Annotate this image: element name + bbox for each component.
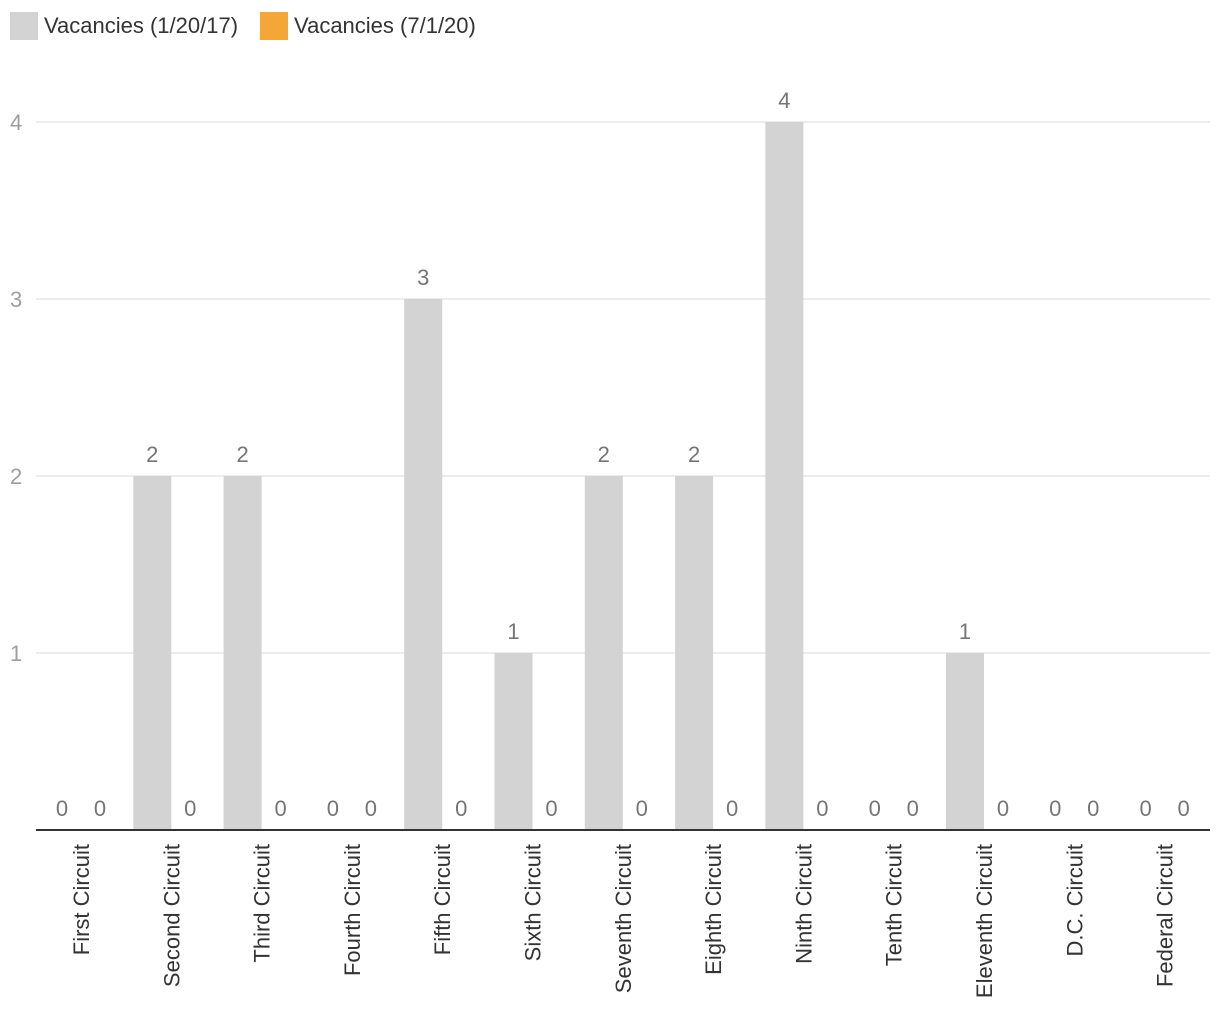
x-tick-label: Federal Circuit [1153,844,1178,987]
data-label: 2 [688,442,700,467]
x-tick-label: Eleventh Circuit [972,844,997,998]
data-label: 1 [959,619,971,644]
data-label: 0 [56,796,68,821]
data-label: 0 [545,796,557,821]
y-tick-label: 2 [10,464,22,489]
chart-legend: Vacancies (1/20/17) Vacancies (7/1/20) [10,12,498,40]
legend-label-series2: Vacancies (7/1/20) [294,13,476,38]
data-label: 0 [816,796,828,821]
legend-swatch-series2 [260,12,289,40]
data-label: 3 [417,265,429,290]
data-label: 0 [1049,796,1061,821]
data-label: 4 [778,88,790,113]
x-tick-label: Fourth Circuit [340,844,365,976]
data-label: 0 [997,796,1009,821]
x-tick-label: Second Circuit [159,844,184,987]
data-label: 0 [726,796,738,821]
bar-series1 [404,299,443,830]
y-tick-label: 4 [10,110,22,135]
data-label: 0 [365,796,377,821]
x-tick-label: First Circuit [69,844,94,955]
x-tick-label: Ninth Circuit [791,844,816,964]
legend-item-series1[interactable]: Vacancies (1/20/17) [10,12,238,40]
data-label: 0 [327,796,339,821]
data-label: 0 [274,796,286,821]
y-tick-label: 1 [10,641,22,666]
data-label: 0 [455,796,467,821]
x-tick-label: Tenth Circuit [882,844,907,966]
bar-series1 [584,476,623,830]
bar-series1 [223,476,262,830]
bar-series1 [765,122,804,830]
legend-label-series1: Vacancies (1/20/17) [44,13,239,38]
bar-series1 [133,476,172,830]
data-label: 0 [184,796,196,821]
data-label: 0 [1139,796,1151,821]
x-tick-label: Seventh Circuit [611,844,636,993]
x-tick-label: Sixth Circuit [521,844,546,961]
legend-item-series2[interactable]: Vacancies (7/1/20) [260,12,476,40]
data-label: 0 [907,796,919,821]
data-label: 2 [236,442,248,467]
data-label: 0 [94,796,106,821]
x-tick-label: Eighth Circuit [701,844,726,975]
bar-series1 [675,476,714,830]
data-label: 0 [636,796,648,821]
x-tick-label: Fifth Circuit [430,844,455,955]
data-label: 2 [146,442,158,467]
data-label: 0 [1087,796,1099,821]
data-label: 0 [1177,796,1189,821]
bar-series1 [494,653,533,830]
y-tick-label: 3 [10,287,22,312]
data-label: 2 [598,442,610,467]
legend-swatch-series1 [10,12,38,40]
x-tick-label: Third Circuit [250,844,275,963]
data-label: 0 [869,796,881,821]
bar-series1 [946,653,984,830]
data-label: 1 [507,619,519,644]
x-tick-label: D.C. Circuit [1062,844,1087,956]
